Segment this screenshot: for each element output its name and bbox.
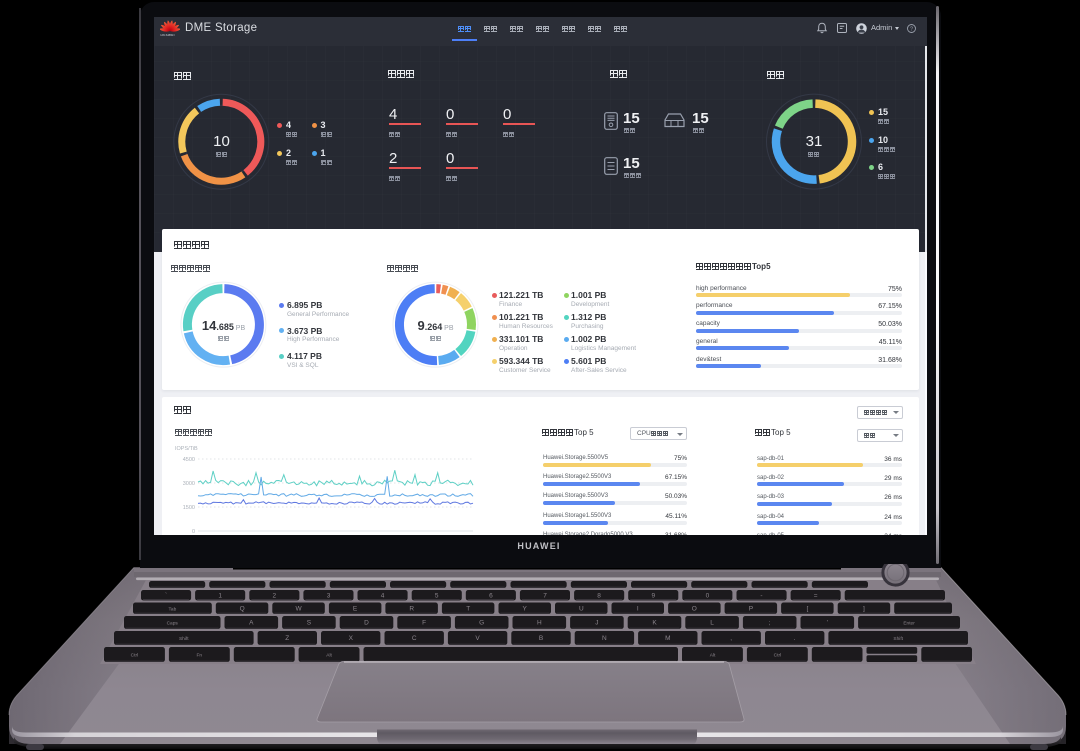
svg-text:,: , [730, 635, 732, 642]
svg-text:S: S [307, 620, 312, 627]
svg-text:Enter: Enter [903, 621, 915, 627]
svg-text:J: J [595, 620, 598, 627]
svg-text:Y: Y [523, 606, 528, 613]
svg-text:-: - [760, 593, 762, 600]
svg-text:[: [ [806, 606, 808, 613]
svg-text:2: 2 [272, 593, 276, 600]
svg-text:Ctrl: Ctrl [131, 653, 138, 659]
svg-text:P: P [749, 606, 753, 613]
svg-text:4500: 4500 [183, 457, 195, 463]
svg-text:`: ` [165, 593, 167, 600]
svg-text:M: M [665, 635, 670, 642]
svg-text:Alt: Alt [326, 653, 332, 659]
svg-text:Shift: Shift [893, 636, 903, 642]
svg-text:Caps: Caps [167, 621, 179, 627]
svg-text:K: K [652, 620, 657, 627]
svg-text:': ' [827, 620, 828, 627]
svg-text:E: E [353, 606, 358, 613]
svg-text:6: 6 [489, 593, 493, 600]
svg-text:Q: Q [240, 606, 245, 613]
svg-text:X: X [349, 635, 354, 642]
svg-text:0: 0 [192, 529, 195, 535]
svg-text:W: W [296, 606, 303, 613]
svg-text:L: L [710, 620, 714, 627]
svg-text:N: N [602, 635, 607, 642]
svg-text:5: 5 [435, 593, 439, 600]
svg-text:9: 9 [651, 593, 655, 600]
svg-text:Alt: Alt [710, 653, 716, 659]
svg-text:;: ; [769, 620, 771, 627]
svg-text:F: F [422, 620, 426, 627]
svg-text:1: 1 [218, 593, 222, 600]
svg-text:A: A [249, 620, 254, 627]
svg-text:G: G [479, 620, 484, 627]
svg-text:=: = [814, 593, 818, 600]
svg-text:7: 7 [543, 593, 547, 600]
svg-text:8: 8 [597, 593, 601, 600]
svg-text:Ctrl: Ctrl [774, 653, 781, 659]
svg-text:C: C [412, 635, 417, 642]
svg-text:Z: Z [285, 635, 289, 642]
svg-text:B: B [539, 635, 543, 642]
svg-text:Shift: Shift [179, 636, 189, 642]
svg-text:.: . [794, 635, 796, 642]
svg-text:O: O [692, 606, 697, 613]
svg-text:Fn: Fn [196, 653, 202, 659]
svg-text:?: ? [910, 26, 913, 32]
svg-text:V: V [475, 635, 480, 642]
svg-text:I: I [637, 606, 639, 613]
svg-text:U: U [579, 606, 584, 613]
svg-text:R: R [409, 606, 414, 613]
svg-text:3000: 3000 [183, 481, 195, 487]
svg-text:3: 3 [327, 593, 331, 600]
svg-text:Tab: Tab [169, 607, 177, 613]
svg-text:D: D [364, 620, 369, 627]
svg-text:1500: 1500 [183, 505, 195, 511]
svg-text:T: T [466, 606, 470, 613]
svg-text:0: 0 [706, 593, 710, 600]
svg-text:4: 4 [381, 593, 385, 600]
svg-text:]: ] [863, 606, 865, 613]
svg-text:H: H [537, 620, 542, 627]
